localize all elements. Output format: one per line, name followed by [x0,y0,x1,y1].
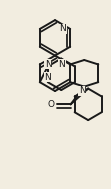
Text: N: N [44,73,51,82]
Text: N: N [79,86,86,95]
Text: O: O [47,100,54,109]
Text: N: N [45,60,51,69]
Text: N: N [59,60,65,69]
Text: N: N [60,25,66,33]
